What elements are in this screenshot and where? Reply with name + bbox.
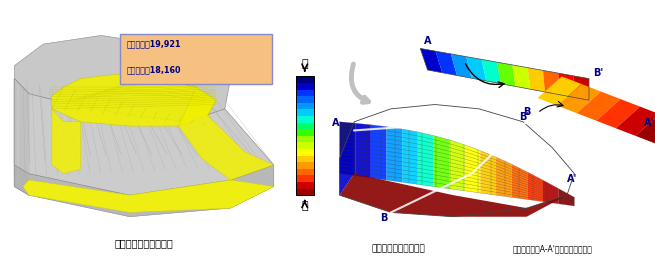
- Text: A: A: [424, 36, 432, 46]
- Bar: [295, 162, 314, 169]
- Bar: [295, 109, 314, 116]
- Polygon shape: [421, 48, 442, 73]
- Polygon shape: [418, 132, 434, 186]
- Text: 高: 高: [301, 58, 308, 69]
- Polygon shape: [402, 129, 418, 184]
- Polygon shape: [451, 54, 472, 78]
- Text: 低: 低: [301, 201, 308, 211]
- Bar: [295, 103, 314, 109]
- Text: 総要素数：18,160: 総要素数：18,160: [127, 65, 181, 74]
- Polygon shape: [14, 79, 274, 195]
- Bar: [295, 136, 314, 142]
- Text: A': A': [644, 118, 654, 128]
- Polygon shape: [480, 151, 496, 195]
- Polygon shape: [434, 135, 449, 189]
- Polygon shape: [466, 57, 486, 81]
- FancyBboxPatch shape: [120, 34, 272, 84]
- Polygon shape: [159, 79, 274, 180]
- Polygon shape: [528, 68, 545, 92]
- Polygon shape: [386, 127, 402, 182]
- Bar: [295, 182, 314, 188]
- Polygon shape: [481, 59, 501, 84]
- Polygon shape: [616, 107, 655, 136]
- Polygon shape: [497, 62, 515, 87]
- Bar: [295, 123, 314, 129]
- Polygon shape: [449, 140, 465, 191]
- Polygon shape: [557, 84, 601, 113]
- Text: B': B': [593, 68, 603, 79]
- Polygon shape: [14, 79, 29, 195]
- Bar: [295, 188, 314, 195]
- Polygon shape: [436, 51, 457, 75]
- Bar: [295, 155, 314, 162]
- Bar: [295, 129, 314, 136]
- Polygon shape: [14, 165, 274, 217]
- Polygon shape: [52, 109, 81, 174]
- Polygon shape: [574, 76, 589, 100]
- Polygon shape: [355, 123, 371, 178]
- Text: B: B: [523, 107, 531, 117]
- Polygon shape: [558, 73, 574, 98]
- Bar: [295, 116, 314, 123]
- Polygon shape: [559, 189, 574, 206]
- Polygon shape: [339, 174, 567, 217]
- Bar: [295, 83, 314, 90]
- Polygon shape: [371, 125, 386, 180]
- Text: 総節点数：19,921: 総節点数：19,921: [127, 39, 181, 48]
- Polygon shape: [465, 145, 480, 193]
- Polygon shape: [512, 65, 531, 89]
- Polygon shape: [538, 76, 582, 106]
- Bar: [295, 142, 314, 149]
- Bar: [295, 169, 314, 176]
- Bar: [295, 96, 314, 103]
- Text: B': B': [519, 112, 529, 122]
- Polygon shape: [577, 92, 620, 121]
- Polygon shape: [496, 157, 512, 197]
- Polygon shape: [52, 74, 216, 126]
- Polygon shape: [635, 114, 655, 143]
- Bar: [295, 76, 314, 195]
- Text: A: A: [332, 118, 340, 128]
- Text: 解析モデルメッシュ図: 解析モデルメッシュ図: [115, 238, 174, 248]
- Polygon shape: [339, 122, 354, 195]
- Polygon shape: [512, 164, 527, 199]
- Bar: [295, 90, 314, 96]
- Text: B: B: [380, 213, 387, 223]
- Polygon shape: [543, 70, 559, 95]
- Text: A': A': [567, 174, 577, 184]
- Polygon shape: [543, 180, 559, 204]
- Bar: [295, 149, 314, 155]
- Polygon shape: [339, 122, 355, 176]
- Bar: [295, 176, 314, 182]
- Polygon shape: [527, 172, 543, 202]
- Polygon shape: [14, 35, 231, 122]
- Polygon shape: [596, 99, 640, 128]
- Text: （対局的にはA-A'の流れが支配的）: （対局的にはA-A'の流れが支配的）: [512, 245, 592, 254]
- Text: 全水頭分布（無対策）: 全水頭分布（無対策）: [371, 245, 425, 254]
- Bar: [295, 76, 314, 83]
- Polygon shape: [23, 180, 274, 212]
